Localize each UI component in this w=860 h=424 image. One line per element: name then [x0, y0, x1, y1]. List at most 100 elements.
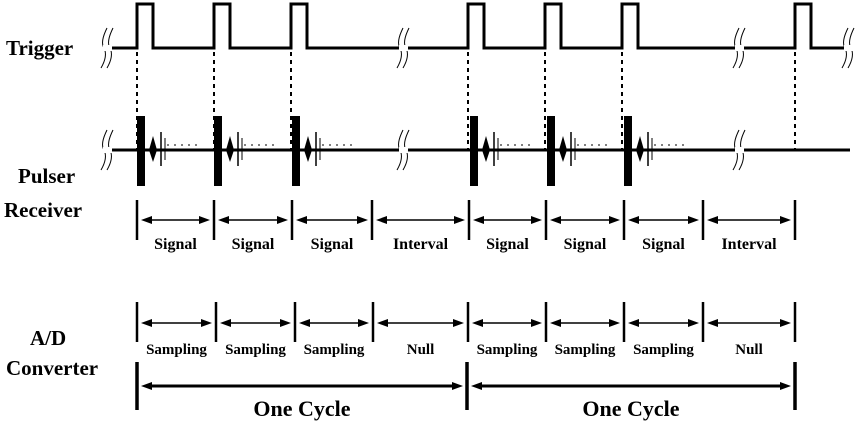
echo-burst	[470, 116, 530, 186]
arrow-head-left	[550, 319, 561, 327]
arrow-head-left	[218, 216, 229, 224]
arrow-head-left	[628, 319, 639, 327]
main-bang	[292, 116, 300, 186]
break-mark	[841, 27, 855, 69]
arrow-head-left	[296, 216, 307, 224]
arrow-head-left	[550, 216, 561, 224]
arrow-head-right	[201, 319, 212, 327]
main-bang	[547, 116, 555, 186]
echo-burst	[292, 116, 352, 186]
arrow-head-left	[473, 216, 484, 224]
arrow-head-right	[688, 319, 699, 327]
arrow-head-left	[141, 319, 152, 327]
arrow-head-left	[471, 382, 482, 390]
span-arrow	[550, 216, 620, 224]
arrow-head-right	[609, 319, 620, 327]
arrow-head-right	[358, 319, 369, 327]
trigger-waveform	[110, 2, 850, 50]
span-arrow	[707, 319, 791, 327]
span-arrow	[296, 216, 368, 224]
span-label: Sampling	[225, 342, 286, 358]
span-arrow	[472, 319, 542, 327]
arrow-head-left	[141, 382, 152, 390]
arrow-head-left	[299, 319, 310, 327]
break-gap	[399, 45, 408, 51]
arrow-head-right	[780, 216, 791, 224]
break-mark	[732, 27, 746, 69]
pulser-label-line1: Pulser	[18, 164, 76, 188]
span-label: Sampling	[304, 342, 365, 358]
echo	[482, 136, 490, 162]
span-label: Null	[735, 342, 763, 358]
span-arrow	[299, 319, 369, 327]
trigger-label: Trigger	[6, 36, 74, 60]
arrow-head-right	[609, 216, 620, 224]
echo	[149, 136, 157, 162]
break-gap	[735, 45, 744, 51]
span-arrow	[471, 382, 791, 390]
break-gap	[735, 147, 744, 153]
span-arrow	[377, 319, 464, 327]
arrow-head-right	[780, 382, 791, 390]
arrow-head-left	[377, 319, 388, 327]
span-arrow	[376, 216, 465, 224]
break-mark	[100, 27, 114, 69]
arrow-head-right	[688, 216, 699, 224]
span-arrow	[628, 319, 699, 327]
arrow-head-right	[454, 216, 465, 224]
span-label: Sampling	[146, 342, 207, 358]
arrow-head-right	[531, 216, 542, 224]
main-bang	[214, 116, 222, 186]
arrow-head-right	[780, 319, 791, 327]
break-mark	[732, 129, 746, 171]
echo	[559, 136, 567, 162]
sync-dotted-lines	[136, 52, 796, 150]
span-arrow	[220, 319, 291, 327]
arrow-head-right	[357, 216, 368, 224]
arrow-head-left	[141, 216, 152, 224]
echo	[304, 136, 312, 162]
trigger-line	[110, 2, 850, 50]
main-bang	[470, 116, 478, 186]
span-arrow	[473, 216, 542, 224]
break-mark	[396, 129, 410, 171]
span-label: One Cycle	[582, 396, 679, 421]
echo	[226, 136, 234, 162]
pulser-label-line2: Receiver	[4, 198, 83, 222]
ad-label-line2: Converter	[6, 356, 99, 380]
span-arrow	[141, 382, 463, 390]
echo-burst	[547, 116, 607, 186]
span-arrow	[218, 216, 288, 224]
arrow-head-right	[531, 319, 542, 327]
break-gap	[103, 45, 112, 51]
span-label: Signal	[486, 236, 529, 253]
arrow-head-left	[220, 319, 231, 327]
span-label: Signal	[154, 236, 197, 253]
arrow-head-left	[628, 216, 639, 224]
span-label: Interval	[393, 236, 449, 253]
echo-burst	[137, 116, 197, 186]
arrow-head-right	[452, 382, 463, 390]
arrow-head-left	[707, 319, 718, 327]
span-label: Sampling	[633, 342, 694, 358]
span-arrow	[628, 216, 699, 224]
break-gap	[103, 147, 112, 153]
arrow-head-right	[453, 319, 464, 327]
ad-label-line1: A/D	[30, 326, 67, 350]
arrow-head-right	[280, 319, 291, 327]
main-bang	[624, 116, 632, 186]
break-gap	[844, 45, 853, 51]
arrow-head-right	[277, 216, 288, 224]
span-label: One Cycle	[253, 396, 350, 421]
pulser-segments: Signal Signal Signal Interval Signal Signal Si…	[135, 200, 797, 253]
cycle-segments: One Cycle One Cycle	[135, 362, 797, 421]
break-mark	[100, 129, 114, 171]
span-arrow	[141, 319, 212, 327]
span-arrow	[141, 216, 210, 224]
span-label: Sampling	[555, 342, 616, 358]
pulser-waveform	[110, 116, 850, 186]
break-gap	[399, 147, 408, 153]
time-break-marks	[100, 27, 855, 171]
span-label: Signal	[232, 236, 275, 253]
